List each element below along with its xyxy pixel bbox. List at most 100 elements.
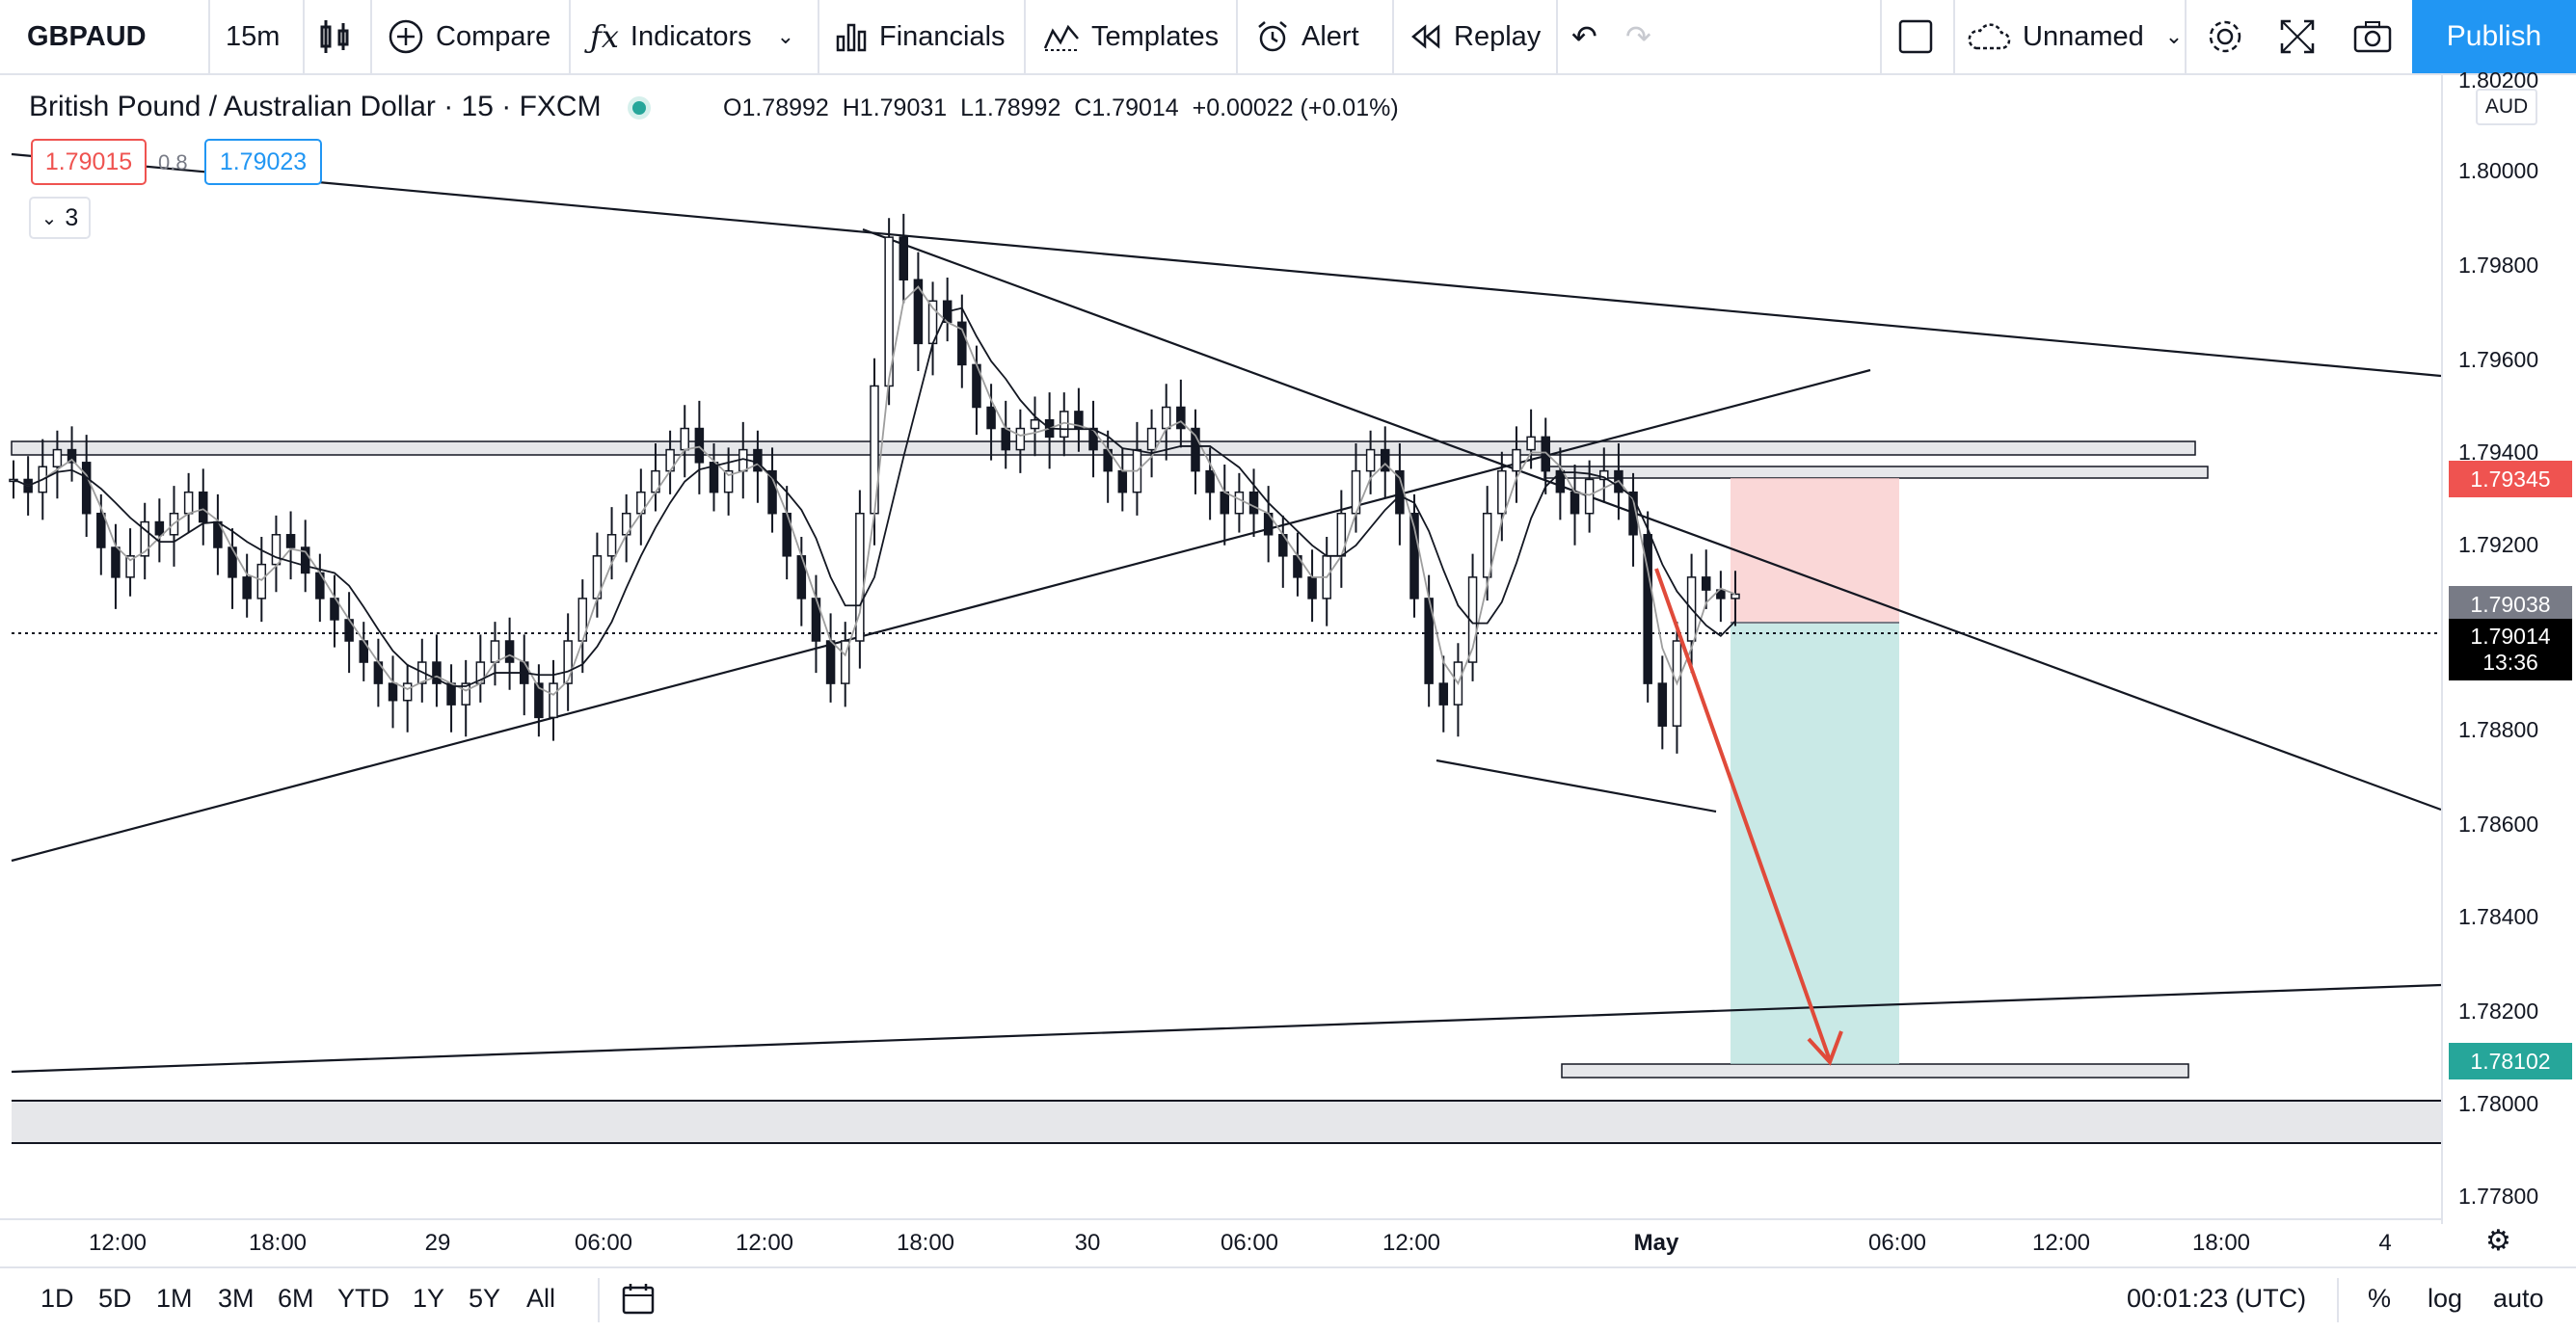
compare-button[interactable]: Compare	[388, 0, 550, 73]
trend-line-descending[interactable]	[862, 227, 2441, 812]
financials-button[interactable]: Financials	[835, 0, 1006, 73]
take-profit-zone[interactable]	[1731, 623, 1899, 1064]
indicators-button[interactable]: ƒx Indicators ⌄	[590, 0, 794, 73]
candle	[986, 406, 996, 430]
candle	[1731, 593, 1740, 599]
ohlc-values: O1.78992 H1.79031 L1.78992 C1.79014 +0.0…	[723, 94, 1399, 122]
open-label: O	[723, 94, 742, 121]
candle	[825, 640, 836, 684]
date-range-button[interactable]	[621, 1282, 659, 1321]
stop-loss-zone[interactable]	[1731, 478, 1899, 623]
layout-name-button[interactable]: Unnamed ⌄	[1967, 0, 2183, 73]
auto-toggle[interactable]: auto	[2493, 1284, 2544, 1313]
percent-toggle[interactable]: %	[2368, 1284, 2392, 1313]
trend-line-lower[interactable]	[11, 983, 2441, 1074]
spread-label: 0.8	[158, 150, 188, 174]
candle	[1555, 469, 1566, 493]
candle	[606, 534, 617, 557]
toolbar-divider	[818, 0, 819, 73]
candle	[1482, 512, 1492, 578]
projection-arrow[interactable]	[1654, 568, 1832, 1061]
compare-label: Compare	[436, 20, 551, 52]
trend-line-short[interactable]	[1436, 759, 1717, 813]
candle	[1497, 469, 1507, 515]
templates-icon	[1043, 24, 1079, 51]
interval-button[interactable]: 15m	[226, 0, 280, 73]
fullscreen-icon	[2280, 19, 2315, 54]
snapshot-button[interactable]	[2352, 0, 2393, 73]
buy-button[interactable]: 1.79023	[204, 139, 322, 185]
candle	[1512, 448, 1521, 472]
price-axis[interactable]: 1.80200 AUD 1.80000 1.79800 1.79600 1.79…	[2441, 67, 2576, 1257]
replay-button[interactable]: Replay	[1409, 0, 1541, 73]
chevron-down-icon: ⌄	[2164, 24, 2184, 48]
camera-icon	[2353, 21, 2392, 53]
indicators-collapse-button[interactable]: ⌄ 3	[29, 197, 91, 239]
range-button[interactable]: YTD	[337, 1284, 389, 1313]
utc-clock[interactable]: 00:01:23 (UTC)	[2127, 1284, 2307, 1313]
candles-group	[9, 213, 1740, 754]
chart-type-button[interactable]	[318, 0, 351, 73]
candle	[1584, 478, 1595, 515]
range-button[interactable]: 5D	[98, 1284, 132, 1313]
time-tick: 29	[424, 1230, 451, 1256]
price-tick: 1.80200	[2458, 67, 2539, 93]
price-tick: 1.79800	[2458, 253, 2539, 278]
candle	[767, 469, 777, 515]
candle	[461, 682, 470, 706]
bar-countdown: 13:36	[2482, 650, 2538, 675]
fullscreen-button[interactable]	[2279, 0, 2316, 73]
redo-icon: ↷	[1625, 19, 1651, 54]
symbol-legend[interactable]: British Pound / Australian Dollar · 15 ·…	[29, 91, 646, 123]
cloud-icon	[1968, 23, 2011, 50]
range-button[interactable]: 1M	[156, 1284, 193, 1313]
log-toggle[interactable]: log	[2428, 1284, 2463, 1313]
templates-button[interactable]: Templates	[1043, 0, 1219, 73]
price-tick: 1.78000	[2458, 1091, 2539, 1116]
range-button[interactable]: All	[526, 1284, 556, 1313]
publish-label: Publish	[2446, 20, 2542, 52]
price-tick: 1.79600	[2458, 347, 2539, 372]
settings-button[interactable]	[2206, 0, 2244, 73]
axis-settings-icon[interactable]: ⚙	[2485, 1225, 2511, 1257]
candle	[490, 640, 500, 663]
alert-button[interactable]: Alert	[1255, 0, 1359, 73]
high-label: H	[842, 94, 860, 121]
price-tick: 1.78800	[2458, 717, 2539, 742]
range-button[interactable]: 1Y	[413, 1284, 445, 1313]
publish-button[interactable]: Publish	[2412, 0, 2576, 73]
trend-line-upper[interactable]	[11, 152, 2441, 378]
time-tick: May	[1633, 1230, 1679, 1256]
redo-button[interactable]: ↷	[1625, 0, 1651, 73]
range-button[interactable]: 6M	[278, 1284, 314, 1313]
market-status-icon[interactable]	[631, 101, 646, 116]
ma-price-label: 1.79038	[2449, 586, 2572, 623]
resistance-zone-2[interactable]	[1543, 466, 2209, 479]
candle	[1716, 589, 1726, 599]
time-tick: 18:00	[248, 1230, 308, 1256]
toolbar-divider	[1236, 0, 1238, 73]
candle	[723, 469, 734, 493]
range-button[interactable]: 1D	[40, 1284, 74, 1313]
layout-toggle-button[interactable]	[1897, 0, 1934, 73]
symbol-search-button[interactable]: GBPAUD	[27, 0, 147, 73]
range-button[interactable]: 3M	[218, 1284, 255, 1313]
chart-canvas[interactable]	[0, 75, 2441, 1224]
undo-button[interactable]: ↶	[1571, 0, 1597, 73]
support-zone[interactable]	[12, 1101, 2441, 1143]
currency-label[interactable]: AUD	[2476, 89, 2537, 125]
time-tick: 12:00	[2031, 1230, 2091, 1256]
candle	[154, 520, 165, 536]
chart-pane[interactable]: British Pound / Australian Dollar · 15 ·…	[0, 75, 2441, 1224]
range-button[interactable]: 5Y	[469, 1284, 501, 1313]
close-value: 1.79014	[1091, 94, 1179, 121]
target-level-box[interactable]	[1561, 1063, 2189, 1079]
chevron-down-icon[interactable]: ⌄	[776, 24, 795, 48]
candle	[913, 279, 924, 345]
candle	[111, 546, 121, 578]
candle	[1088, 427, 1098, 451]
candle	[563, 640, 573, 684]
candle	[1365, 448, 1376, 472]
sell-button[interactable]: 1.79015	[31, 139, 147, 185]
time-axis[interactable]: 12:00 18:00 29 06:00 12:00 18:00 30 06:0…	[0, 1218, 2441, 1266]
